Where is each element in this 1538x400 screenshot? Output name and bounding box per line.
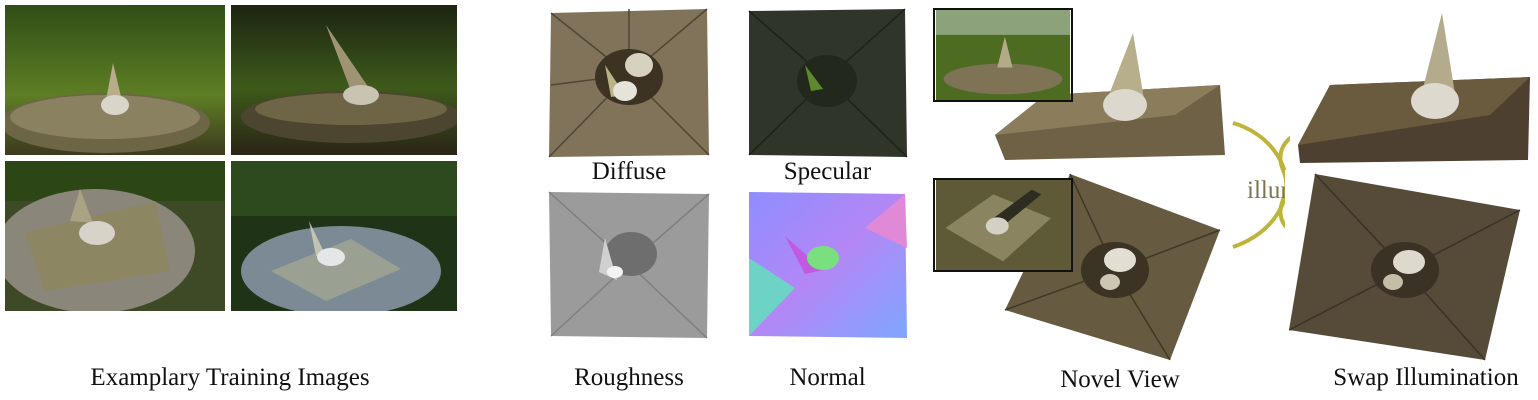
training-image-2 bbox=[231, 5, 457, 155]
diffuse-map bbox=[545, 5, 713, 160]
swap-illumination-render-bottom bbox=[1285, 170, 1530, 362]
label-diffuse: Diffuse bbox=[591, 158, 667, 185]
swap-illumination-render-top bbox=[1290, 5, 1535, 165]
roughness-map bbox=[545, 188, 713, 340]
normal-map bbox=[745, 188, 910, 340]
novel-view-inset-bottom bbox=[933, 178, 1073, 272]
novel-view-render-bottom bbox=[995, 170, 1225, 362]
label-specular: Specular bbox=[783, 158, 872, 185]
training-image-4 bbox=[231, 161, 457, 311]
caption-swap-illumination: Swap Illumination bbox=[1333, 364, 1519, 391]
caption-roughness: Roughness bbox=[574, 364, 684, 391]
specular-map bbox=[745, 5, 910, 160]
caption-novel-view: Novel View bbox=[1060, 366, 1180, 393]
caption-training-images: Examplary Training Images bbox=[90, 364, 370, 391]
training-image-1 bbox=[5, 5, 225, 155]
training-image-3 bbox=[5, 161, 225, 311]
caption-normal: Normal bbox=[789, 364, 866, 391]
novel-view-inset-top bbox=[933, 8, 1073, 102]
